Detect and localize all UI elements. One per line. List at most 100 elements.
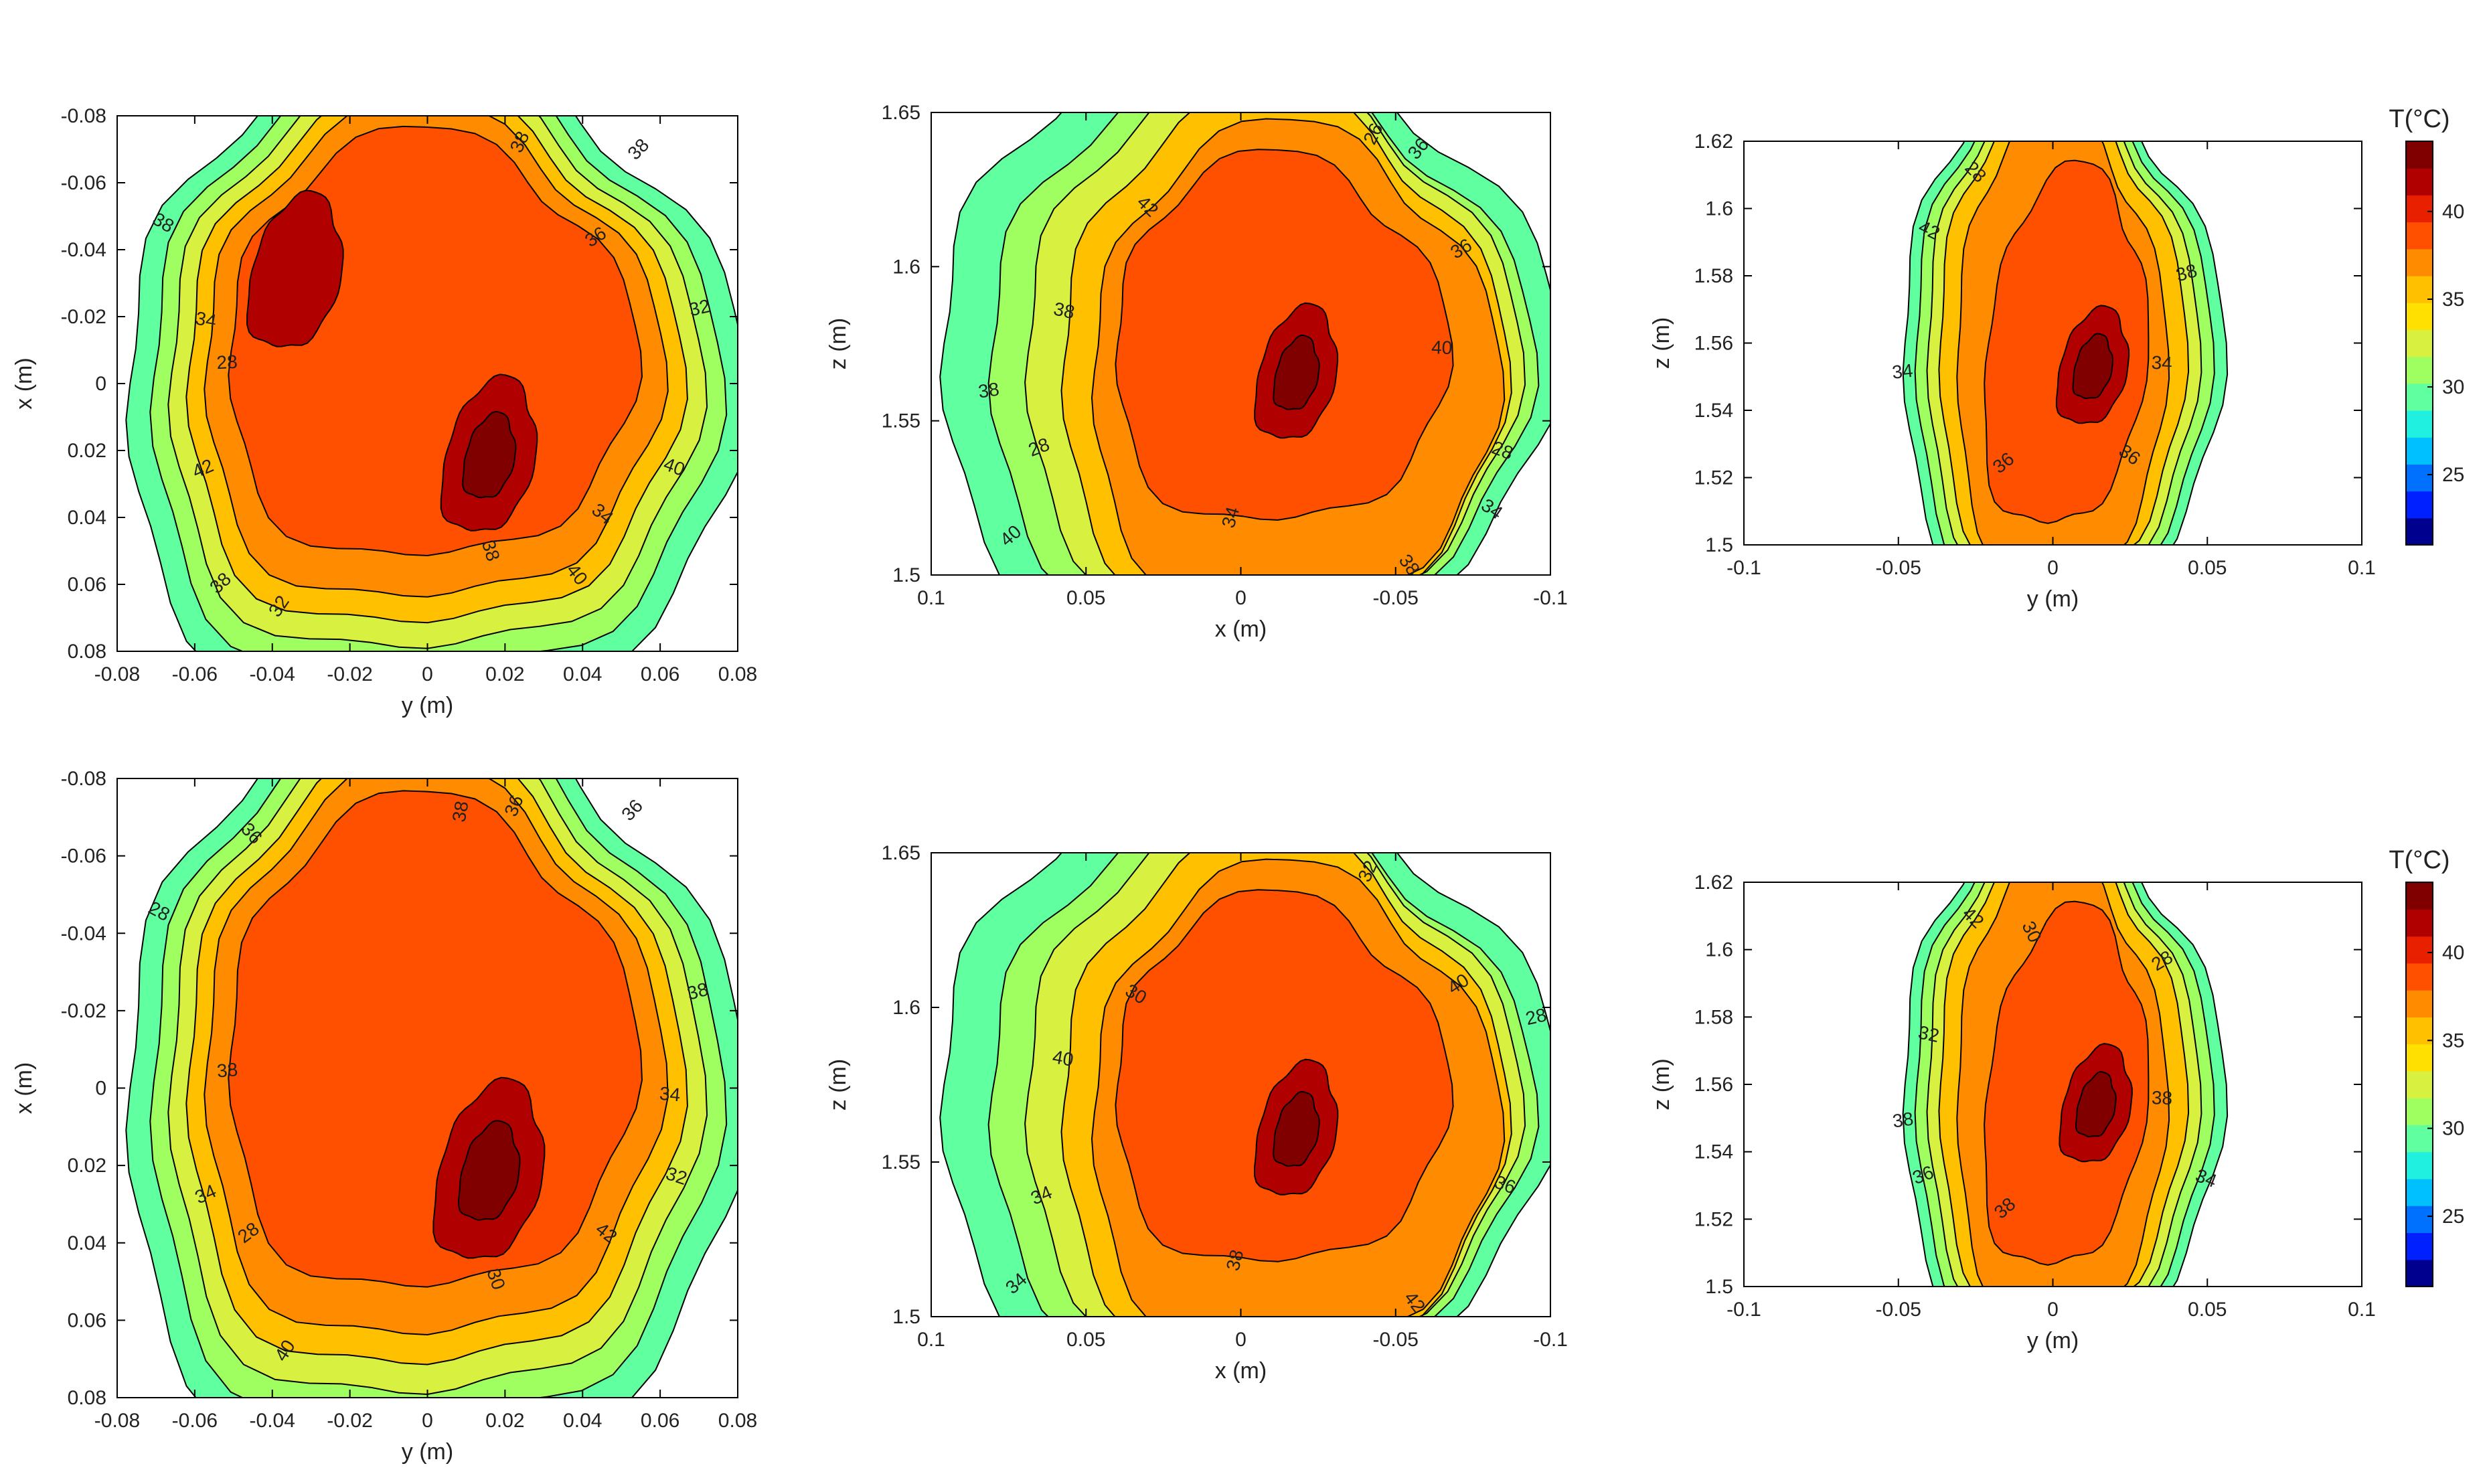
contour-label: 36 [617,795,647,825]
hotspot-0-level-42 [1273,334,1320,410]
x-tick-label: -0.08 [94,663,140,685]
y-tick-label: -0.06 [61,845,106,868]
y-tick-label: 1.55 [882,410,920,432]
y-tick-label: -0.08 [61,768,106,790]
contour-label: 38 [216,1059,239,1082]
y-tick-label: 1.58 [1694,1006,1733,1028]
y-tick-label: 0.08 [68,1387,106,1409]
x-tick-label: 0.06 [641,663,679,685]
colorbar-tick-label: 40 [2442,201,2464,223]
y-tick-label: 1.54 [1694,400,1733,422]
x-tick-label: 0 [422,1410,433,1432]
contour-label: 38 [1052,298,1076,323]
contour-label: 38 [2151,1087,2172,1108]
contour-label: 32 [1917,1021,1941,1046]
x-tick-label: -0.05 [1373,1329,1419,1351]
x-tick-label: 0 [422,663,433,685]
y-tick-label: 1.65 [882,102,920,124]
x-axis-label: x (m) [1215,1358,1267,1384]
y-tick-label: 1.52 [1694,467,1733,489]
colorbar-segment [2406,1151,2433,1179]
x-tick-label: 0.08 [718,1410,757,1432]
y-tick-label: 1.56 [1694,333,1733,355]
colorbar-segment [2406,936,2433,964]
y-tick-label: -0.02 [61,306,106,328]
hotspot-0-level-42 [2072,333,2113,400]
colorbar-title: T(°C) [2389,846,2450,874]
y-tick-label: 0 [95,1078,106,1100]
colorbar-segment [2406,1098,2433,1125]
colorbar-frame [2405,141,2433,546]
y-tick-label: 0.08 [68,641,106,663]
x-tick-label: 0.05 [2188,1299,2227,1321]
x-tick-label: 0 [1235,587,1247,609]
x-tick-label: 0.04 [563,1410,602,1432]
y-axis-label: z (m) [1649,1058,1674,1110]
x-tick-label: -0.04 [250,1410,295,1432]
x-tick-label: -0.05 [1373,587,1419,609]
x-tick-label: 0 [2047,1299,2059,1321]
colorbar-segment [2406,1044,2433,1072]
x-tick-label: 0 [1235,1329,1247,1351]
colorbar-segment [2406,222,2433,250]
contour-label: 34 [1891,360,1914,383]
x-tick-label: 0.04 [563,663,602,685]
y-tick-label: 1.5 [892,1306,920,1328]
colorbar-segment [2406,963,2433,991]
colorbar-tick-label: 30 [2442,376,2464,398]
y-axis-label: z (m) [1649,317,1674,369]
contour-label: 38 [623,135,653,164]
y-tick-label: 0.04 [68,507,106,529]
colorbar-tick-label: 30 [2442,1118,2464,1140]
x-tick-label: 0.1 [2348,557,2376,579]
y-tick-label: -0.04 [61,922,106,944]
y-tick-label: 0.06 [68,1309,106,1331]
y-tick-label: 1.6 [1705,198,1733,220]
hotspot-1-level-42 [458,1120,521,1221]
x-tick-label: 0.1 [2348,1299,2376,1321]
y-tick-label: -0.06 [61,172,106,194]
colorbar-top: 25 30 35 40 T(°C) [2389,105,2464,546]
y-tick-label: 1.62 [1694,131,1733,153]
y-tick-label: 1.58 [1694,265,1733,287]
x-tick-label: 0.08 [718,663,757,685]
colorbar-segment [2406,329,2433,357]
contour-label: 38 [977,378,1000,402]
y-tick-label: 1.5 [1705,1276,1733,1298]
x-tick-label: 0.02 [485,663,524,685]
x-tick-label: -0.06 [172,663,218,685]
colorbar-segment [2406,909,2433,937]
y-tick-label: 0.02 [68,1155,106,1177]
contour-label: 38 [1891,1108,1915,1131]
y-tick-label: 1.62 [1694,872,1733,894]
colorbar-segment [2406,1070,2433,1098]
y-tick-label: 1.65 [882,842,920,864]
colorbar-tick-label: 35 [2442,288,2464,311]
colorbar-tick-label: 25 [2442,1206,2464,1228]
y-tick-label: 0.06 [68,574,106,596]
contour-label: 32 [687,295,712,320]
colorbar-segment [2406,168,2433,195]
colorbar-tick-label: 25 [2442,464,2464,486]
colorbar-segment [2406,517,2433,546]
colorbar-segment [2406,356,2433,384]
contour-region-38 [1984,159,2150,524]
y-tick-label: 1.5 [1705,534,1733,556]
x-tick-label: -0.1 [1727,1299,1761,1321]
colorbar-tick-label: 35 [2442,1029,2464,1052]
y-axis-label: x (m) [11,357,37,409]
x-tick-label: -0.08 [94,1410,140,1432]
x-tick-label: -0.02 [327,1410,372,1432]
colorbar-segment [2406,1178,2433,1206]
y-tick-label: 0.02 [68,440,106,462]
y-axis-label: z (m) [825,318,851,369]
